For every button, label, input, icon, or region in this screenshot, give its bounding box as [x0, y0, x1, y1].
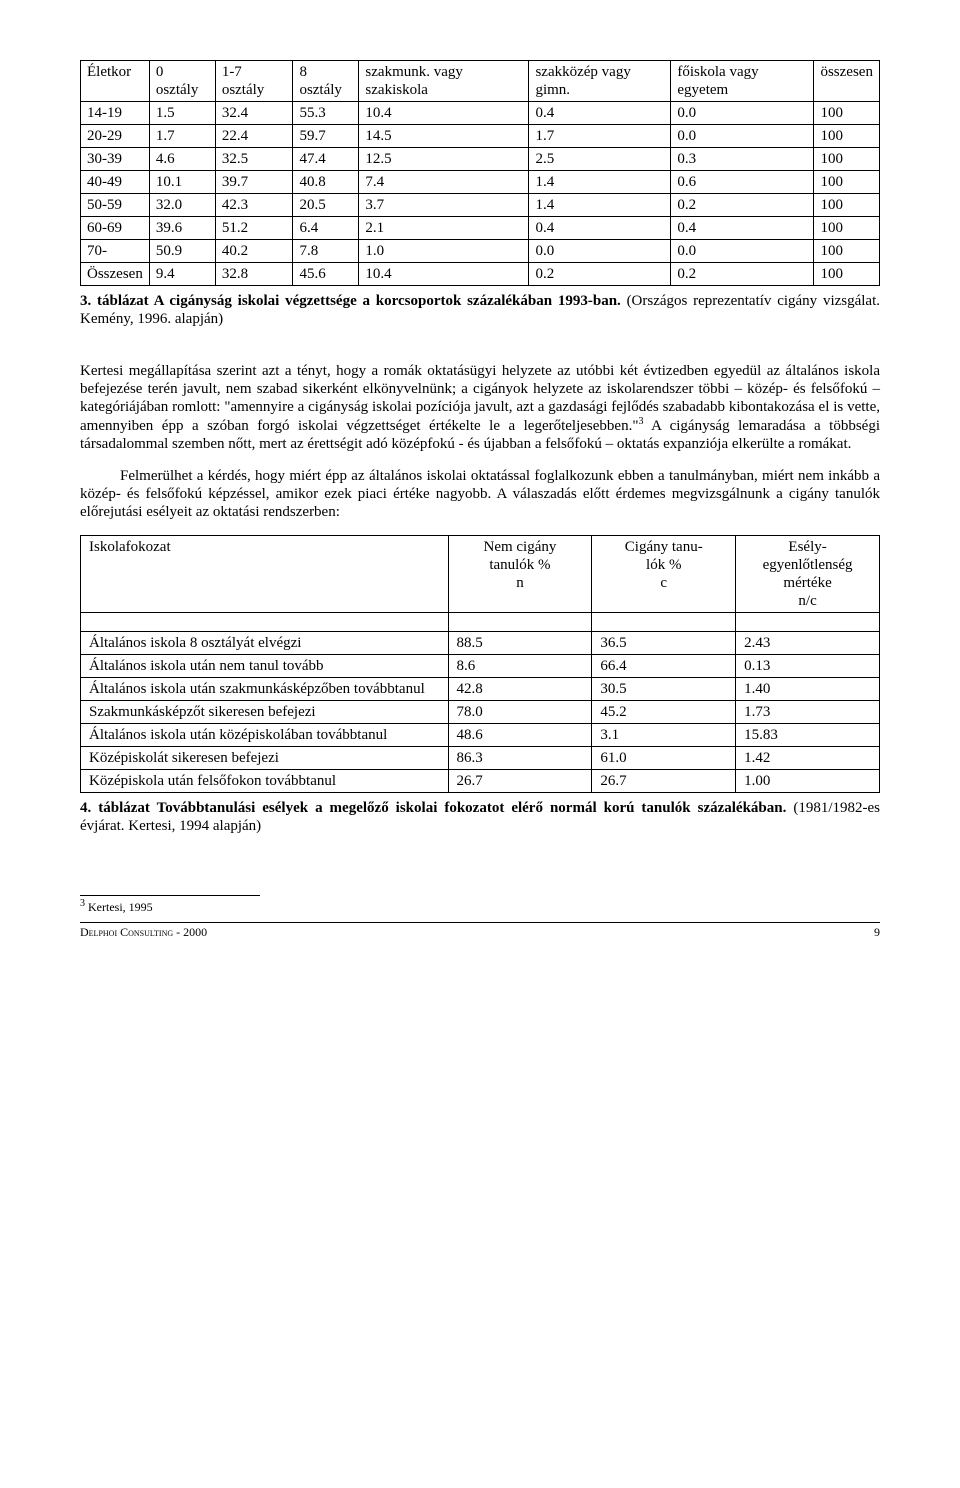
page-footer: Delphoi Consulting - 2000 9	[80, 925, 880, 939]
table-row: 14-191.532.455.310.40.40.0100	[81, 102, 880, 125]
table-row: 20-291.722.459.714.51.70.0100	[81, 125, 880, 148]
footnote-separator	[80, 895, 260, 896]
col-header: 8 osztály	[293, 61, 359, 102]
col-header: Esély- egyenlőtlenség mértéke n/c	[736, 536, 880, 613]
caption-bold: 3. táblázat A cigányság iskolai végzetts…	[80, 293, 621, 309]
table-row: 50-5932.042.320.53.71.40.2100	[81, 194, 880, 217]
table-row: 30-394.632.547.412.52.50.3100	[81, 148, 880, 171]
col-header: Cigány tanu- lók % c	[592, 536, 736, 613]
table-header-row: Életkor 0 osztály 1-7 osztály 8 osztály …	[81, 61, 880, 102]
table-row: 40-4910.139.740.87.41.40.6100	[81, 171, 880, 194]
paragraph-1: Kertesi megállapítása szerint azt a tény…	[80, 362, 880, 453]
col-header: Életkor	[81, 61, 150, 102]
col-header: szakközép vagy gimn.	[529, 61, 671, 102]
col-header: Iskolafokozat	[81, 536, 449, 613]
footnote-3: 3 Kertesi, 1995	[80, 898, 880, 914]
footer-left: Delphoi Consulting - 2000	[80, 925, 207, 939]
table2-caption: 4. táblázat Továbbtanulási esélyek a meg…	[80, 799, 880, 835]
table-row: Általános iskola 8 osztályát elvégzi88.5…	[81, 632, 880, 655]
col-header: 0 osztály	[149, 61, 215, 102]
table-row: Középiskola után felsőfokon továbbtanul2…	[81, 770, 880, 793]
col-header: összesen	[814, 61, 880, 102]
table-row: Szakmunkásképzőt sikeresen befejezi78.04…	[81, 701, 880, 724]
table-row: Középiskolát sikeresen befejezi86.361.01…	[81, 747, 880, 770]
table-header-row: Iskolafokozat Nem cigány tanulók % n Cig…	[81, 536, 880, 613]
caption-bold: 4. táblázat Továbbtanulási esélyek a meg…	[80, 800, 786, 816]
table-row: Általános iskola után szakmunkásképzőben…	[81, 678, 880, 701]
paragraph-2: Felmerülhet a kérdés, hogy miért épp az …	[80, 467, 880, 521]
col-header: szakmunk. vagy szakiskola	[359, 61, 529, 102]
col-header: főiskola vagy egyetem	[671, 61, 814, 102]
progression-chances-table: Iskolafokozat Nem cigány tanulók % n Cig…	[80, 535, 880, 793]
table-row: 70-50.940.27.81.00.00.0100	[81, 240, 880, 263]
table-spacer-row	[81, 613, 880, 632]
table-row: Általános iskola után nem tanul tovább8.…	[81, 655, 880, 678]
col-header: 1-7 osztály	[215, 61, 293, 102]
col-header: Nem cigány tanulók % n	[448, 536, 592, 613]
footer-separator	[80, 922, 880, 923]
table-row: Összesen9.432.845.610.40.20.2100	[81, 263, 880, 286]
education-by-age-table: Életkor 0 osztály 1-7 osztály 8 osztály …	[80, 60, 880, 286]
page-number: 9	[874, 925, 880, 939]
table-row: 60-6939.651.26.42.10.40.4100	[81, 217, 880, 240]
table1-caption: 3. táblázat A cigányság iskolai végzetts…	[80, 292, 880, 328]
table-row: Általános iskola után középiskolában tov…	[81, 724, 880, 747]
